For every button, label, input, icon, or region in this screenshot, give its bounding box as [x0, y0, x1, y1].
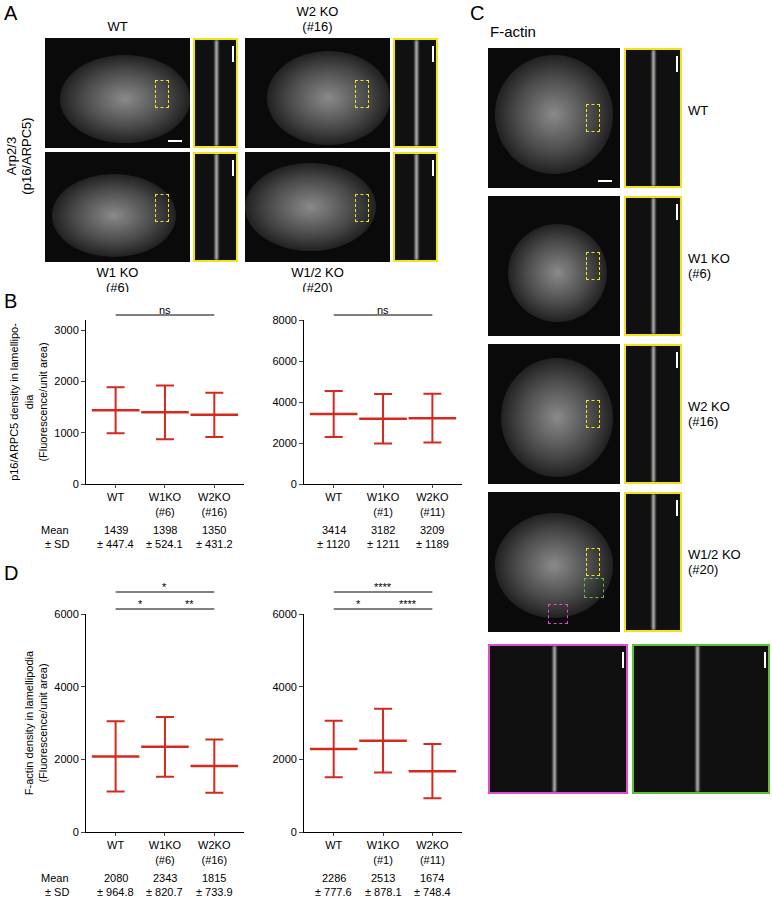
svg-text:± 878.1: ± 878.1 — [365, 886, 402, 898]
html-text:(#6): (#6) — [688, 266, 712, 281]
svg-text:1398: 1398 — [153, 524, 177, 536]
svg-text:****: **** — [399, 598, 417, 610]
html-text:B: B — [4, 290, 18, 312]
svg-text:0: 0 — [73, 826, 79, 838]
svg-text:1000: 1000 — [54, 427, 78, 439]
html-text:F-actin: F-actin — [490, 23, 536, 40]
html-text:A: A — [4, 2, 18, 24]
html-text:W1/2 KO: W1/2 KO — [688, 547, 741, 562]
svg-text:8000: 8000 — [272, 314, 296, 326]
svg-text:± SD: ± SD — [45, 886, 69, 898]
svg-text:± 1189: ± 1189 — [416, 538, 449, 550]
svg-text:6000: 6000 — [54, 608, 78, 620]
svg-text:± 748.4: ± 748.4 — [414, 886, 451, 898]
html-text:W2 KO: W2 KO — [688, 399, 730, 414]
svg-text:3414: 3414 — [322, 524, 346, 536]
svg-text:3182: 3182 — [371, 524, 395, 536]
html-text:C: C — [470, 2, 485, 24]
svg-text:WT: WT — [107, 491, 124, 503]
svg-text:0: 0 — [291, 478, 297, 490]
svg-text:ns: ns — [377, 304, 389, 316]
svg-text:Mean: Mean — [41, 524, 69, 536]
svg-text:W2KO(#16): W2KO(#16) — [198, 491, 231, 517]
svg-text:p16/ARPC5 density in lamellipo: p16/ARPC5 density in lamellipo-dia(Fluor… — [8, 323, 49, 481]
svg-text:ns: ns — [159, 304, 171, 316]
html-text:WT: WT — [107, 19, 128, 34]
svg-text:0: 0 — [291, 826, 297, 838]
html-text:W1 KO: W1 KO — [96, 265, 139, 280]
svg-text:± 1211: ± 1211 — [367, 538, 400, 550]
svg-text:W1KO(#6): W1KO(#6) — [149, 491, 182, 517]
svg-text:2343: 2343 — [153, 872, 177, 884]
html-text:W2 KO: W2 KO — [296, 4, 339, 19]
svg-text:± 431.2: ± 431.2 — [196, 538, 233, 550]
svg-text:± 1120: ± 1120 — [317, 538, 350, 550]
svg-text:6000: 6000 — [272, 355, 296, 367]
svg-text:2513: 2513 — [371, 872, 395, 884]
svg-text:3000: 3000 — [54, 324, 78, 336]
svg-text:2000: 2000 — [272, 437, 296, 449]
svg-text:± 820.7: ± 820.7 — [146, 886, 183, 898]
svg-text:W1KO(#6): W1KO(#6) — [149, 839, 182, 865]
svg-text:WT: WT — [107, 839, 124, 851]
svg-text:3209: 3209 — [420, 524, 444, 536]
svg-text:4000: 4000 — [272, 681, 296, 693]
svg-text:4000: 4000 — [54, 681, 78, 693]
svg-text:W2KO(#11): W2KO(#11) — [416, 491, 449, 517]
html-text:W1 KO: W1 KO — [688, 251, 730, 266]
svg-text:± 777.6: ± 777.6 — [315, 886, 352, 898]
svg-text:1350: 1350 — [202, 524, 226, 536]
svg-text:*: * — [162, 581, 167, 593]
svg-text:1439: 1439 — [104, 524, 128, 536]
html-text:(#20): (#20) — [302, 280, 333, 295]
svg-text:± 964.8: ± 964.8 — [97, 886, 134, 898]
svg-text:2000: 2000 — [54, 375, 78, 387]
html-text:D: D — [4, 562, 19, 584]
svg-text:± SD: ± SD — [45, 538, 69, 550]
svg-text:0: 0 — [73, 478, 79, 490]
svg-text:2080: 2080 — [104, 872, 128, 884]
svg-text:W1KO(#1): W1KO(#1) — [367, 491, 400, 517]
svg-text:2000: 2000 — [54, 753, 78, 765]
svg-text:W1KO(#1): W1KO(#1) — [367, 839, 400, 865]
svg-text:W2KO(#11): W2KO(#11) — [416, 839, 449, 865]
svg-text:WT: WT — [325, 839, 342, 851]
html-text:(p16/ARPC5): (p16/ARPC5) — [19, 117, 34, 195]
svg-text:2000: 2000 — [272, 753, 296, 765]
html-text:(#16): (#16) — [302, 19, 333, 34]
svg-text:± 733.9: ± 733.9 — [196, 886, 233, 898]
html-text:Arp2/3: Arp2/3 — [4, 136, 19, 176]
svg-text:Mean: Mean — [41, 872, 69, 884]
html-text:W1/2 KO: W1/2 KO — [291, 265, 344, 280]
html-text:(#16): (#16) — [688, 414, 719, 429]
svg-text:1674: 1674 — [420, 872, 444, 884]
svg-text:*: * — [356, 598, 361, 610]
svg-text:****: **** — [374, 581, 392, 593]
svg-text:1815: 1815 — [202, 872, 226, 884]
svg-text:6000: 6000 — [272, 608, 296, 620]
svg-text:*: * — [138, 598, 143, 610]
html-text:(#6): (#6) — [105, 280, 130, 295]
svg-text:2286: 2286 — [322, 872, 346, 884]
svg-text:F-actin density in lamellipodi: F-actin density in lamellipodia(Fluoresc… — [23, 650, 49, 795]
svg-text:4000: 4000 — [272, 396, 296, 408]
svg-text:± 524.1: ± 524.1 — [146, 538, 183, 550]
svg-text:± 447.4: ± 447.4 — [97, 538, 134, 550]
svg-text:**: ** — [185, 598, 194, 610]
svg-text:W2KO(#16): W2KO(#16) — [198, 839, 231, 865]
svg-text:WT: WT — [325, 491, 342, 503]
html-text:(#20): (#20) — [688, 562, 719, 577]
html-text:WT: WT — [688, 103, 709, 118]
